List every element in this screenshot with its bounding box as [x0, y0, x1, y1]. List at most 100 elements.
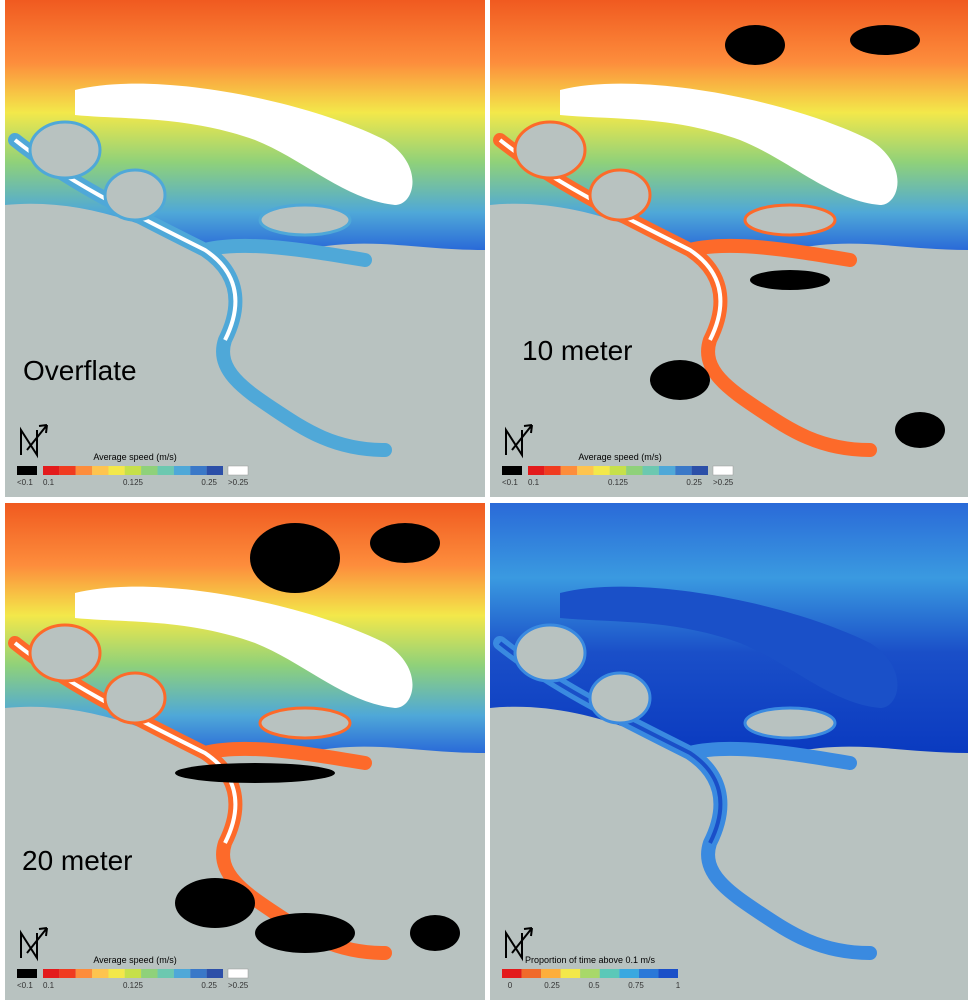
- legend-swatch: [502, 466, 522, 475]
- map: 20 meter Average speed (m/s) <0.1 0.1 0.125 0…: [5, 503, 485, 1000]
- map: Proportion of time above 0.1 m/s 0 0.25 0.5…: [490, 503, 968, 1000]
- legend-label: 0.1: [43, 981, 55, 990]
- north-arrow: [505, 424, 533, 459]
- sandbank: [560, 586, 898, 708]
- legend-swatch: [173, 466, 191, 475]
- legend-swatch: [642, 466, 659, 475]
- map-panel: Proportion of time above 0.1 m/s 0 0.25 0.5…: [490, 503, 968, 1000]
- legend-label: >0.25: [713, 478, 734, 487]
- legend-swatch: [560, 969, 581, 978]
- legend-label: 0.25: [201, 981, 217, 990]
- legend-swatch: [521, 969, 542, 978]
- slow-zone: [255, 913, 355, 953]
- island: [103, 168, 167, 222]
- legend-swatch: [502, 969, 522, 978]
- slow-zone: [410, 915, 460, 951]
- island: [258, 203, 352, 237]
- map-panel: 10 meter Average speed (m/s) <0.1 0.1 0.125 0…: [490, 0, 968, 497]
- legend-swatch: [206, 969, 223, 978]
- legend-swatch: [141, 969, 158, 978]
- sandbank: [75, 586, 413, 708]
- legend-title: Average speed (m/s): [578, 452, 661, 462]
- island: [588, 168, 652, 222]
- legend-swatch: [108, 969, 125, 978]
- slow-zone: [370, 523, 440, 563]
- legend-title: Average speed (m/s): [93, 955, 176, 965]
- legend-title: Average speed (m/s): [93, 452, 176, 462]
- slow-zone: [175, 878, 255, 928]
- legend-label: <0.1: [502, 478, 518, 487]
- island: [103, 671, 167, 725]
- panel-label: 20 meter: [22, 845, 133, 876]
- legend-swatch: [528, 466, 545, 475]
- island: [743, 706, 837, 740]
- legend-swatch: [43, 466, 60, 475]
- sandbank: [75, 83, 413, 205]
- slow-zone: [895, 412, 945, 448]
- slow-zone: [725, 25, 785, 65]
- legend-swatch: [544, 466, 561, 475]
- legend-swatch: [580, 969, 600, 978]
- island: [258, 706, 352, 740]
- legend-swatch: [59, 969, 76, 978]
- map: 10 meter Average speed (m/s) <0.1 0.1 0.125 0…: [490, 0, 968, 497]
- legend-swatch: [17, 466, 37, 475]
- legend-swatch: [17, 969, 37, 978]
- legend-swatch: [124, 466, 142, 475]
- legend-swatch: [691, 466, 708, 475]
- sandbank: [560, 83, 898, 205]
- slow-zone: [750, 270, 830, 290]
- legend-swatch: [92, 969, 109, 978]
- legend-label: 0.25: [544, 981, 560, 990]
- legend-swatch: [593, 466, 610, 475]
- north-arrow: [505, 927, 533, 962]
- legend-swatch: [190, 969, 207, 978]
- legend-swatch: [124, 969, 142, 978]
- slow-zone: [850, 25, 920, 55]
- legend-swatch: [675, 466, 692, 475]
- panel-label: Overflate: [23, 355, 137, 386]
- legend-swatch: [658, 969, 678, 978]
- map-panel: 20 meter Average speed (m/s) <0.1 0.1 0.125 0…: [5, 503, 485, 1000]
- legend-swatch: [609, 466, 627, 475]
- legend-swatch: [157, 969, 174, 978]
- legend-swatch: [638, 969, 659, 978]
- legend-label: <0.1: [17, 981, 33, 990]
- legend-swatch: [75, 466, 93, 475]
- legend-swatch: [712, 465, 734, 476]
- legend-label: 1: [676, 981, 681, 990]
- legend-swatch: [541, 969, 561, 978]
- legend-swatch: [619, 969, 639, 978]
- legend-swatch: [75, 969, 93, 978]
- legend-swatch: [43, 969, 60, 978]
- legend-label: 0: [508, 981, 513, 990]
- legend-label: 0.1: [528, 478, 540, 487]
- legend-swatch: [141, 466, 158, 475]
- legend-swatch: [626, 466, 643, 475]
- map-panel: Overflate Average speed (m/s) <0.1 0.1 0.125…: [5, 0, 485, 497]
- legend-label: 0.1: [43, 478, 55, 487]
- legend-swatch: [92, 466, 109, 475]
- legend-swatch: [190, 466, 207, 475]
- island: [513, 120, 587, 180]
- north-arrow: [20, 927, 48, 962]
- legend-swatch: [59, 466, 76, 475]
- legend-label: 0.125: [123, 478, 144, 487]
- legend-label: 0.5: [588, 981, 600, 990]
- legend-swatch: [227, 968, 249, 979]
- legend-swatch: [560, 466, 578, 475]
- legend-label: >0.25: [228, 981, 249, 990]
- legend-label: 0.25: [201, 478, 217, 487]
- legend-swatch: [173, 969, 191, 978]
- island: [743, 203, 837, 237]
- legend-swatch: [577, 466, 594, 475]
- island: [513, 623, 587, 683]
- north-arrow: [20, 424, 48, 459]
- slow-zone: [250, 523, 340, 593]
- legend-swatch: [227, 465, 249, 476]
- legend-label: >0.25: [228, 478, 249, 487]
- island: [588, 671, 652, 725]
- slow-zone: [650, 360, 710, 400]
- legend-label: 0.25: [686, 478, 702, 487]
- legend-swatch: [658, 466, 676, 475]
